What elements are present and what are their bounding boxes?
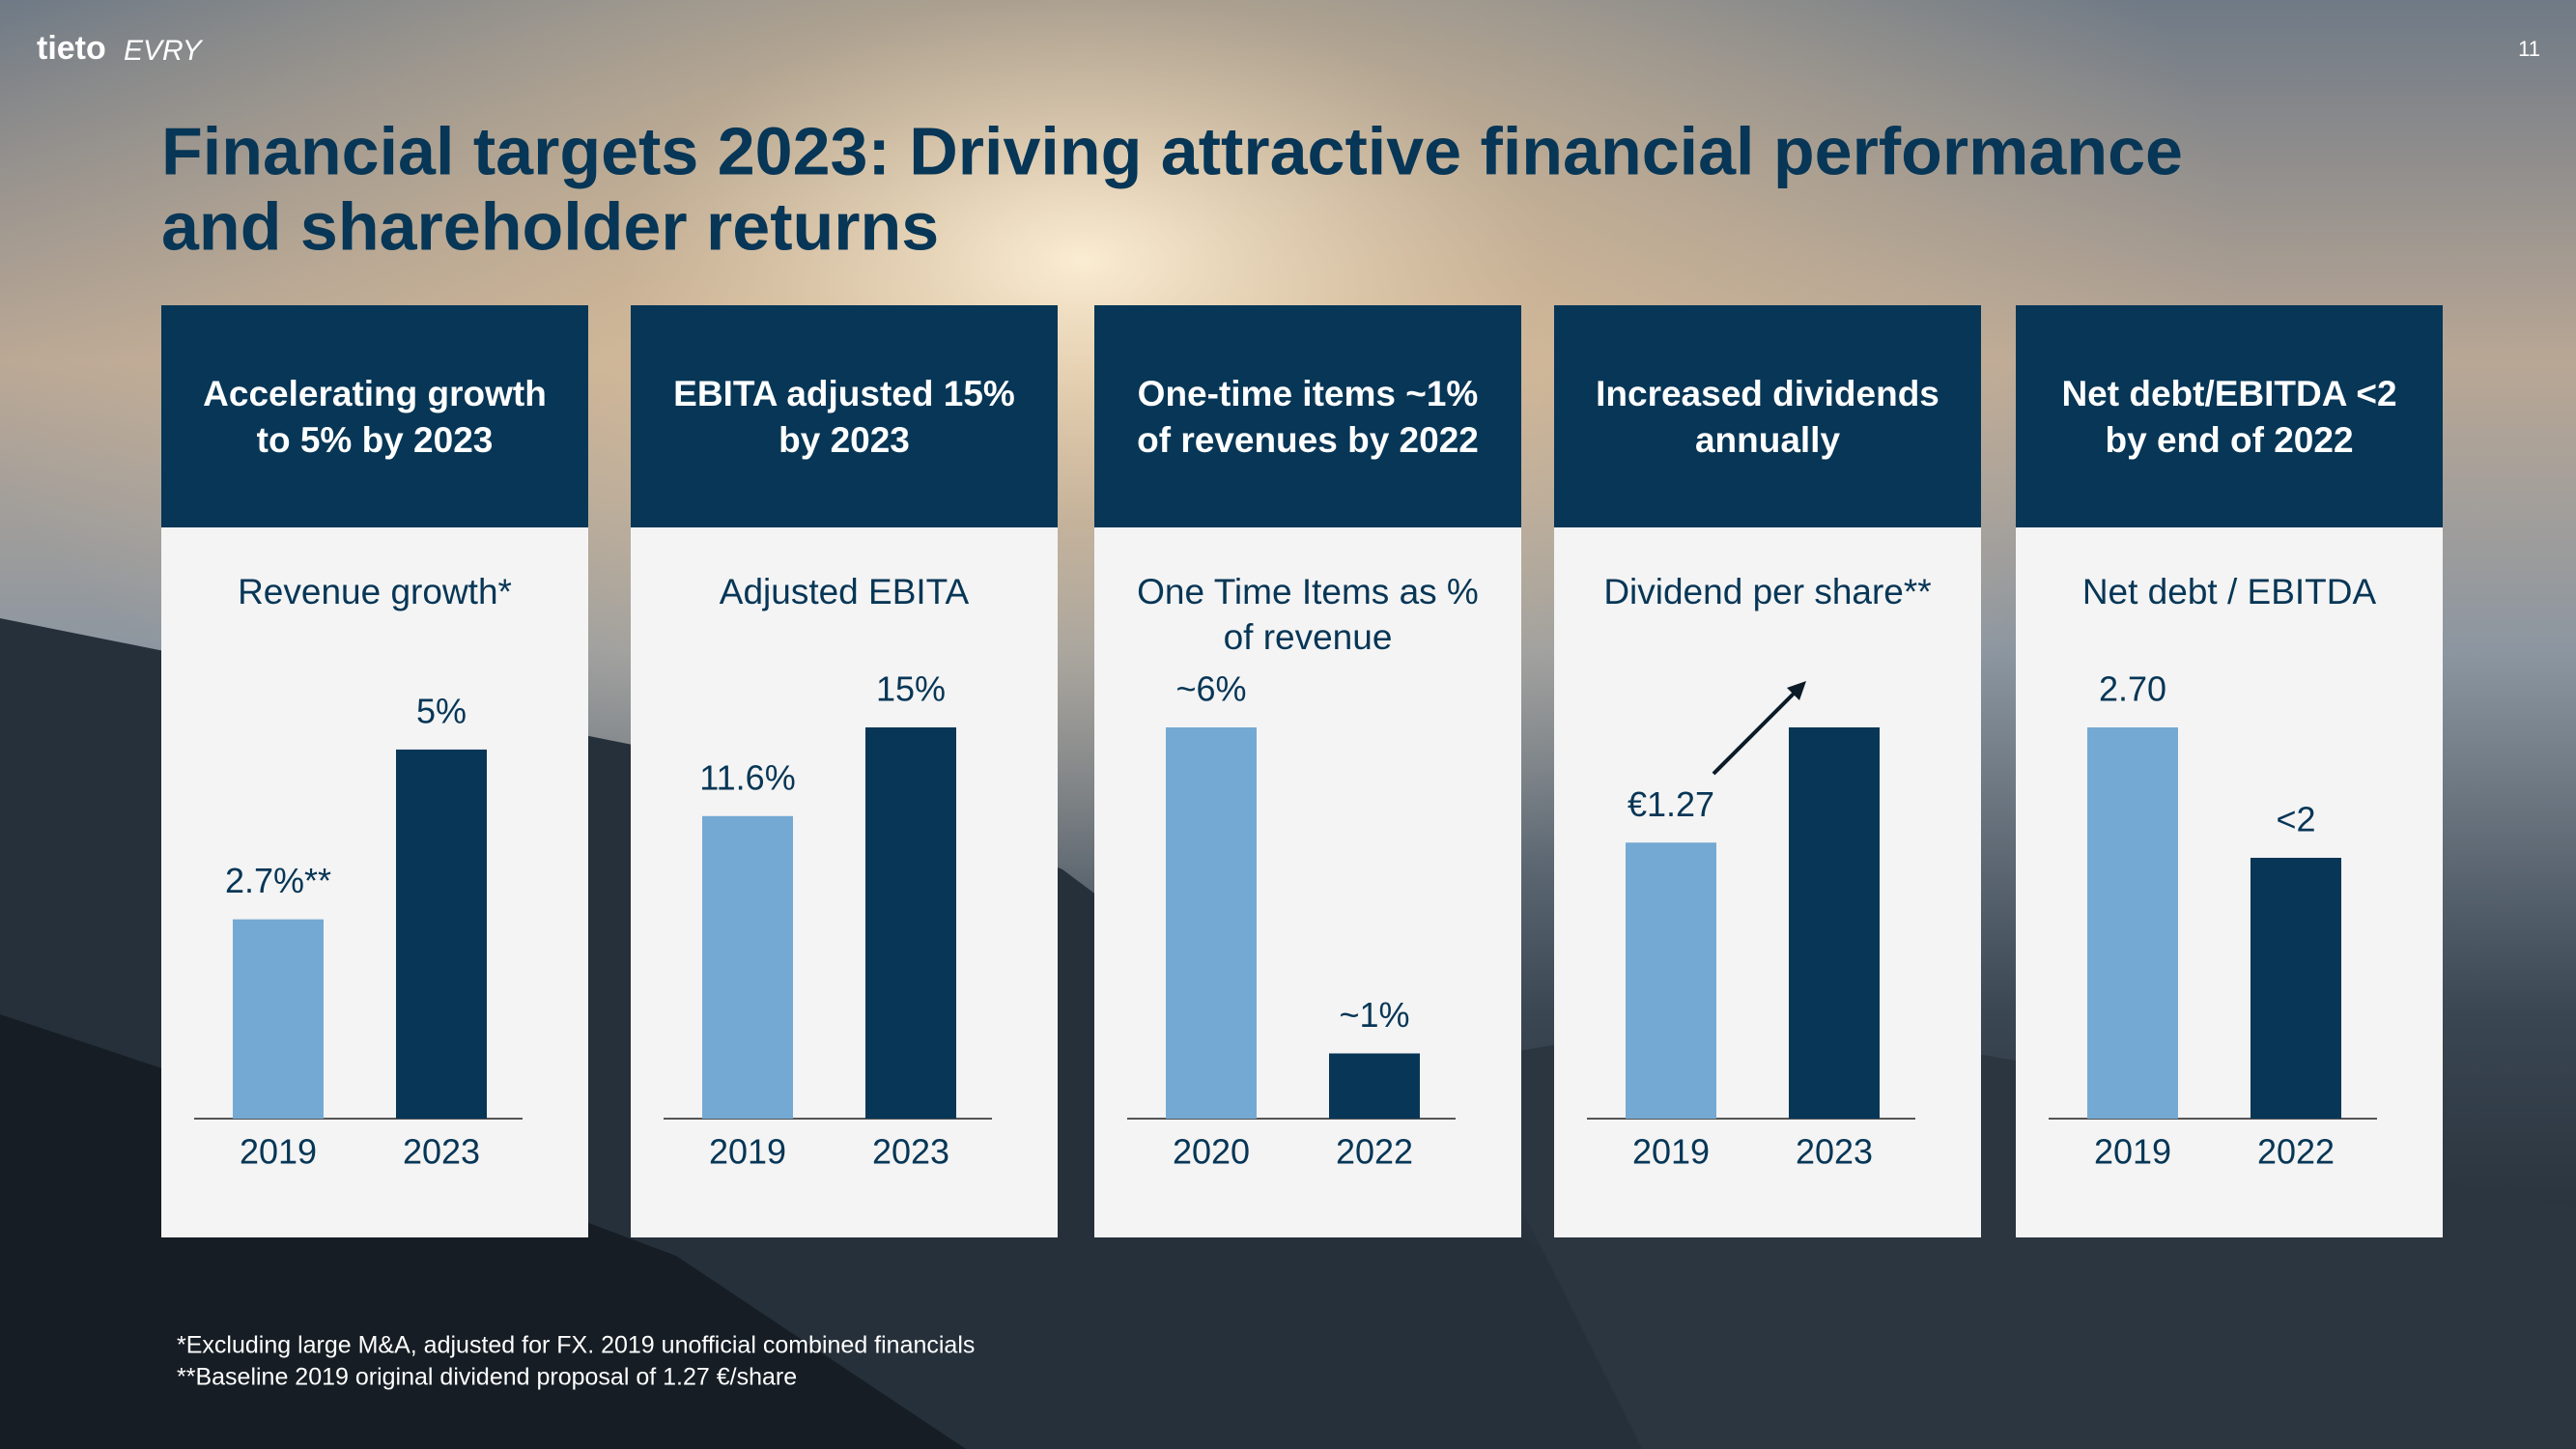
chart-title: One Time Items as %: [1137, 572, 1479, 611]
x-tick-label: 2022: [2257, 1132, 2335, 1172]
panel-heading-text: Increased dividends: [1596, 374, 1939, 413]
panel-heading-text: Accelerating growth: [203, 374, 547, 413]
logo: EVRY: [124, 35, 204, 67]
value-label: 2.70: [2099, 669, 2166, 709]
slide-title: and shareholder returns: [161, 188, 939, 264]
chart-title: Revenue growth*: [238, 572, 512, 611]
chart-title: Dividend per share**: [1603, 572, 1931, 611]
value-label: 2.7%**: [225, 861, 331, 900]
x-tick-label: 2023: [872, 1132, 949, 1172]
chart-title: Adjusted EBITA: [720, 572, 970, 611]
bar: [2250, 858, 2341, 1119]
panel-heading-text: by 2023: [778, 420, 910, 460]
bar: [1329, 1053, 1420, 1119]
value-label: €1.27: [1628, 784, 1714, 824]
arrow-head: [1787, 681, 1806, 700]
bar: [396, 749, 487, 1119]
chart-title: of revenue: [1224, 617, 1393, 657]
panel-heading-text: of revenues by 2022: [1137, 420, 1479, 460]
bar: [865, 727, 956, 1119]
x-tick-label: 2019: [709, 1132, 786, 1172]
panel-heading-text: by end of 2022: [2105, 420, 2353, 460]
panel-body: [631, 527, 1058, 1237]
panel-heading: [631, 305, 1058, 527]
x-tick-label: 2023: [403, 1132, 480, 1172]
footnote: *Excluding large M&A, adjusted for FX. 2…: [177, 1332, 975, 1359]
bar: [1789, 727, 1880, 1119]
slide-title: Financial targets 2023: Driving attracti…: [161, 113, 2183, 188]
panel-heading: [1554, 305, 1981, 527]
panel-heading-text: annually: [1695, 420, 1841, 460]
panel-heading-text: to 5% by 2023: [257, 420, 494, 460]
panel-heading-text: One-time items ~1%: [1138, 374, 1479, 413]
value-label: 15%: [876, 669, 946, 709]
x-tick-label: 2019: [1632, 1132, 1710, 1172]
logo: tieto: [37, 30, 106, 67]
value-label: 5%: [416, 691, 467, 730]
x-tick-label: 2023: [1796, 1132, 1873, 1172]
x-tick-label: 2019: [2094, 1132, 2171, 1172]
arrow: [1712, 689, 1798, 776]
x-tick-label: 2020: [1173, 1132, 1250, 1172]
x-tick-label: 2022: [1336, 1132, 1413, 1172]
value-label: ~1%: [1339, 995, 1409, 1035]
panel-heading-text: EBITA adjusted 15%: [673, 374, 1015, 413]
bar: [1626, 842, 1716, 1119]
bar: [702, 815, 793, 1119]
value-label: <2: [2276, 800, 2315, 839]
bar: [233, 919, 324, 1119]
x-tick-label: 2019: [240, 1132, 317, 1172]
chart-title: Net debt / EBITDA: [2082, 572, 2377, 611]
panel-body: [1554, 527, 1981, 1237]
page-number: 11: [2518, 37, 2540, 61]
panel-heading: [2016, 305, 2443, 527]
value-label: 11.6%: [699, 757, 795, 797]
panel-heading: [1094, 305, 1521, 527]
panel-heading: [161, 305, 588, 527]
value-label: ~6%: [1175, 669, 1246, 709]
panel-body: [2016, 527, 2443, 1237]
bar: [1166, 727, 1257, 1119]
bar: [2087, 727, 2178, 1119]
footnote: **Baseline 2019 original dividend propos…: [177, 1364, 797, 1391]
panel-heading-text: Net debt/EBITDA <2: [2061, 374, 2396, 413]
